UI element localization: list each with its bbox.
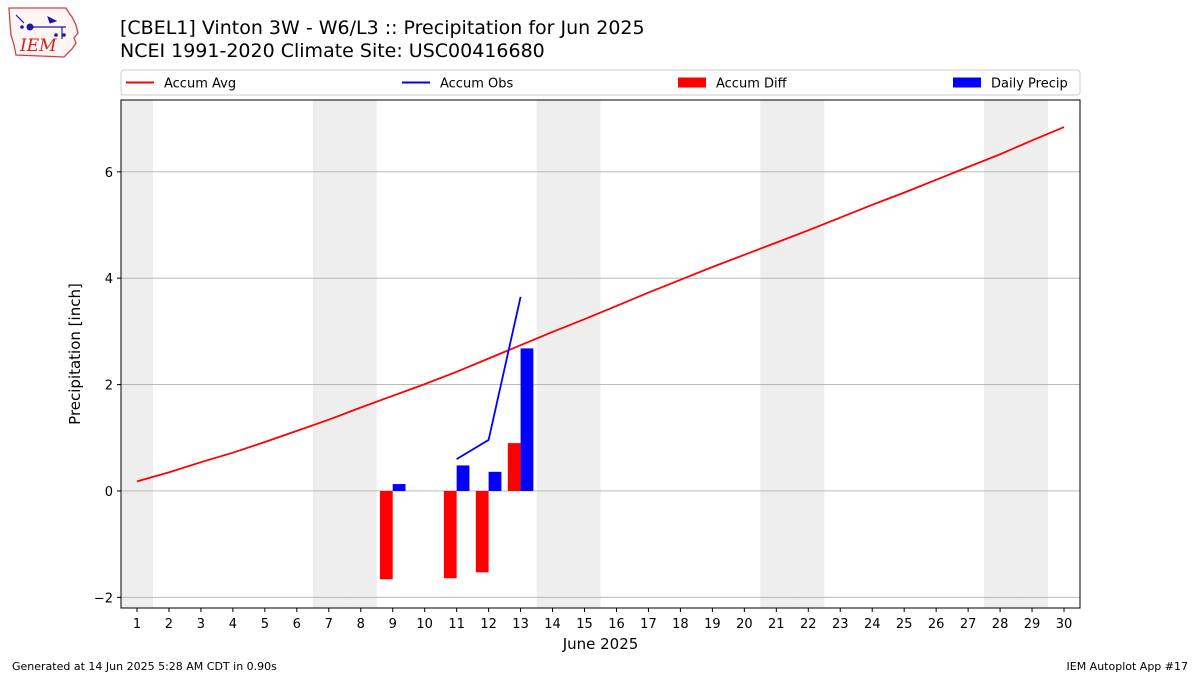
x-tick-label: 3: [197, 617, 205, 632]
weekend-band: [792, 100, 825, 608]
daily-precip-bar: [392, 484, 406, 491]
x-tick-label: 27: [960, 617, 977, 632]
weekend-band: [984, 100, 1017, 608]
weekend-band: [760, 100, 793, 608]
accum-diff-bar: [443, 490, 457, 579]
x-tick-label: 7: [325, 617, 333, 632]
x-tick-label: 14: [544, 617, 561, 632]
weekend-band: [121, 100, 153, 608]
accum-avg-line: [136, 126, 1065, 483]
x-tick-label: 13: [512, 617, 529, 632]
legend-bar-swatch: [678, 77, 706, 88]
weekend-band: [536, 100, 569, 608]
x-tick-label: 8: [357, 617, 365, 632]
x-tick-label: 10: [416, 617, 433, 632]
x-tick-label: 15: [576, 617, 593, 632]
weekend-band: [568, 100, 601, 608]
x-tick-label: 26: [928, 617, 945, 632]
y-tick-label: 0: [105, 485, 113, 500]
chart-subtitle: NCEI 1991-2020 Climate Site: USC00416680: [120, 40, 545, 62]
x-tick-label: 11: [448, 617, 465, 632]
x-tick-label: 1: [133, 617, 141, 632]
plot-frame: [120, 99, 1081, 609]
daily-precip-bar: [456, 465, 470, 491]
y-tick-label: 2: [105, 379, 113, 394]
x-tick-label: 9: [389, 617, 397, 632]
x-axis-label: June 2025: [562, 635, 639, 653]
legend-label: Accum Obs: [440, 77, 513, 92]
x-tick-label: 6: [293, 617, 301, 632]
legend-label: Accum Diff: [716, 77, 788, 92]
x-tick-label: 25: [896, 617, 913, 632]
x-tick-label: 12: [480, 617, 497, 632]
daily-precip-bar: [520, 348, 534, 491]
x-tick-label: 22: [800, 617, 817, 632]
x-tick-label: 18: [672, 617, 689, 632]
x-tick-label: 20: [736, 617, 753, 632]
weekend-band: [1016, 100, 1049, 608]
legend-label: Daily Precip: [991, 77, 1068, 92]
x-tick-label: 2: [165, 617, 173, 632]
legend-box: [120, 69, 1081, 96]
weekend-band: [344, 100, 377, 608]
accum-diff-bar: [507, 443, 521, 491]
footer-generated: Generated at 14 Jun 2025 5:28 AM CDT in …: [12, 660, 277, 673]
x-tick-label: 19: [704, 617, 721, 632]
legend-bar-swatch: [953, 77, 981, 88]
x-tick-label: 23: [832, 617, 849, 632]
accum-obs-line: [456, 296, 522, 460]
x-tick-label: 4: [229, 617, 237, 632]
accum-diff-bar: [379, 490, 393, 580]
x-tick-label: 24: [864, 617, 881, 632]
weekend-band: [312, 100, 345, 608]
y-tick-label: 4: [105, 272, 113, 287]
y-axis-label: Precipitation [inch]: [66, 283, 84, 425]
x-tick-label: 17: [640, 617, 657, 632]
x-tick-label: 16: [608, 617, 625, 632]
x-tick-label: 5: [261, 617, 269, 632]
daily-precip-bar: [488, 471, 502, 491]
x-tick-label: 30: [1056, 617, 1073, 632]
x-tick-label: 28: [992, 617, 1009, 632]
footer-app: IEM Autoplot App #17: [1066, 660, 1189, 673]
x-tick-label: 21: [768, 617, 785, 632]
y-tick-label: −2: [94, 591, 113, 606]
accum-diff-bar: [475, 490, 489, 573]
logo-text: IEM: [19, 36, 57, 56]
chart-title: [CBEL1] Vinton 3W - W6/L3 :: Precipitati…: [120, 17, 645, 39]
legend-label: Accum Avg: [164, 77, 236, 92]
y-tick-label: 6: [105, 166, 113, 181]
iem-logo: IEM: [6, 5, 82, 60]
x-tick-label: 29: [1024, 617, 1041, 632]
